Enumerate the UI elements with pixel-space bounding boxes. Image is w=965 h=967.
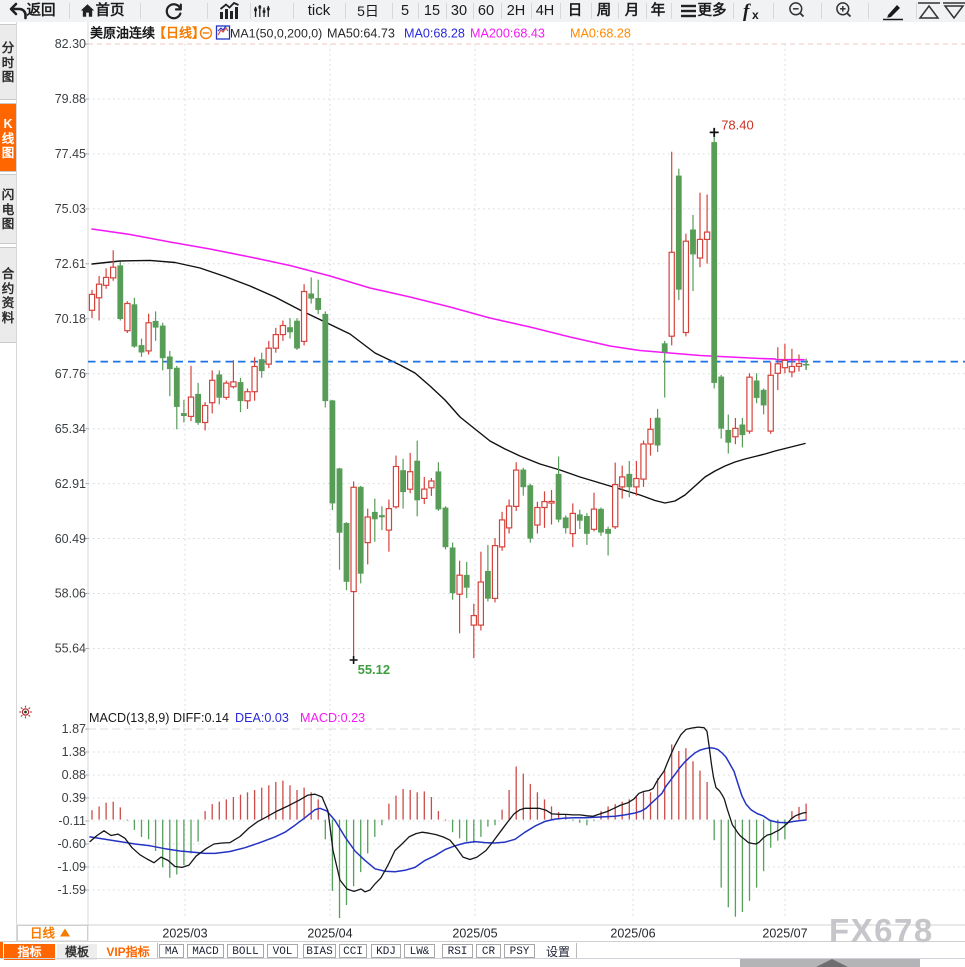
- svg-text:MA200:68.43: MA200:68.43: [470, 27, 545, 41]
- svg-text:FX678: FX678: [829, 912, 934, 949]
- svg-text:-0.60: -0.60: [58, 837, 87, 851]
- svg-text:78.40: 78.40: [721, 117, 754, 132]
- svg-text:67.76: 67.76: [55, 367, 86, 381]
- svg-text:0.39: 0.39: [62, 791, 86, 805]
- svg-text:2025/04: 2025/04: [307, 927, 352, 941]
- svg-text:70.18: 70.18: [55, 312, 86, 326]
- svg-text:58.06: 58.06: [55, 587, 86, 601]
- svg-text:-1.09: -1.09: [58, 860, 87, 874]
- svg-text:72.61: 72.61: [55, 257, 86, 271]
- svg-text:DEA:0.03: DEA:0.03: [235, 711, 289, 725]
- svg-text:【日线】: 【日线】: [153, 26, 205, 41]
- svg-text:82.30: 82.30: [55, 37, 86, 51]
- svg-text:55.64: 55.64: [55, 642, 86, 656]
- svg-text:日线: 日线: [30, 926, 56, 941]
- svg-text:f: f: [743, 1, 751, 22]
- svg-text:2025/03: 2025/03: [162, 927, 207, 941]
- svg-text:MA1(50,0,200,0): MA1(50,0,200,0): [230, 27, 322, 41]
- svg-text:MA0:68.28: MA0:68.28: [570, 27, 631, 41]
- svg-text:MA50:64.73: MA50:64.73: [327, 27, 395, 41]
- svg-text:2025/07: 2025/07: [762, 927, 807, 941]
- svg-text:1.87: 1.87: [62, 722, 86, 736]
- svg-text:MA0:68.28: MA0:68.28: [404, 27, 465, 41]
- svg-text:55.12: 55.12: [358, 662, 391, 677]
- svg-text:2025/06: 2025/06: [610, 927, 655, 941]
- svg-text:62.91: 62.91: [55, 477, 86, 491]
- svg-text:-1.59: -1.59: [58, 883, 87, 897]
- svg-text:1.38: 1.38: [62, 745, 86, 759]
- svg-text:60.49: 60.49: [55, 532, 86, 546]
- svg-text:美原油连续: 美原油连续: [90, 26, 155, 41]
- svg-text:2025/05: 2025/05: [452, 927, 497, 941]
- svg-text:MACD(13,8,9): MACD(13,8,9): [89, 711, 169, 725]
- svg-text:x: x: [752, 8, 759, 22]
- svg-text:75.03: 75.03: [55, 202, 86, 216]
- svg-text:77.45: 77.45: [55, 147, 86, 161]
- svg-text:79.88: 79.88: [55, 92, 86, 106]
- svg-text:65.34: 65.34: [55, 422, 86, 436]
- svg-text:-0.11: -0.11: [58, 814, 86, 828]
- svg-text:DIFF:0.14: DIFF:0.14: [173, 711, 229, 725]
- svg-text:0.88: 0.88: [62, 768, 86, 782]
- svg-text:MACD:0.23: MACD:0.23: [300, 711, 365, 725]
